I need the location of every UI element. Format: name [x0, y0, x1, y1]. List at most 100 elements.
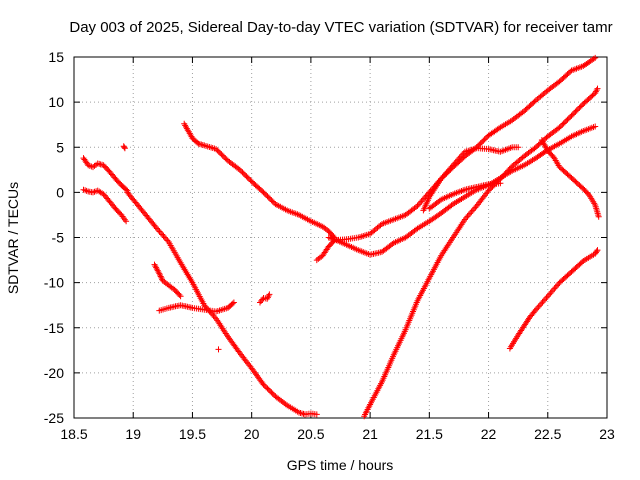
data-point	[268, 197, 275, 204]
data-point	[123, 218, 130, 225]
data-point	[481, 136, 488, 143]
data-point	[260, 381, 267, 388]
data-point	[559, 121, 566, 128]
chart-title: Day 003 of 2025, Sidereal Day-to-day VTE…	[69, 19, 612, 36]
data-point	[177, 293, 184, 300]
data-point	[561, 119, 568, 126]
x-tick-label: 23	[599, 426, 615, 442]
x-tick-label: 22	[481, 426, 497, 442]
data-point	[592, 54, 599, 61]
y-tick-label: -25	[44, 410, 64, 426]
data-point	[493, 179, 500, 186]
data-point	[594, 247, 601, 254]
data-point	[479, 139, 485, 145]
data-point	[218, 151, 225, 158]
data-point	[490, 182, 497, 189]
data-point	[263, 384, 270, 391]
data-point	[221, 153, 227, 160]
data-point	[268, 389, 275, 396]
data-point	[229, 300, 236, 307]
data-point	[267, 388, 274, 395]
data-point	[121, 144, 128, 151]
data-point	[515, 144, 522, 151]
data-point	[569, 111, 576, 118]
data-point	[263, 192, 270, 198]
data-point	[157, 273, 164, 280]
data-point	[123, 186, 130, 193]
data-point	[497, 175, 504, 182]
series-track-a	[80, 155, 131, 194]
x-tick-label: 20	[244, 426, 260, 442]
data-point	[264, 385, 271, 392]
data-point	[501, 171, 508, 178]
data-point	[266, 291, 273, 298]
data-point	[243, 173, 250, 180]
data-point	[504, 168, 510, 175]
data-point	[156, 270, 163, 277]
data-point	[176, 291, 183, 298]
data-point	[506, 166, 513, 172]
data-point	[595, 213, 602, 220]
data-point	[242, 172, 249, 178]
data-point	[567, 114, 574, 120]
series-track-b	[80, 186, 130, 225]
data-point	[264, 193, 271, 200]
data-point	[593, 87, 600, 94]
data-point	[572, 108, 579, 115]
data-point	[563, 117, 570, 124]
data-point	[477, 140, 484, 147]
data-point	[592, 123, 599, 130]
y-tick-label: -20	[44, 365, 64, 381]
data-point	[498, 174, 505, 181]
data-point	[217, 150, 224, 156]
series-track-d	[124, 189, 308, 418]
series-track-i	[426, 180, 504, 212]
data-point	[494, 178, 501, 185]
series-track-e	[302, 410, 320, 418]
data-point	[214, 147, 221, 154]
data-point	[238, 168, 245, 175]
data-point	[594, 85, 601, 92]
series-track-q	[215, 346, 222, 353]
data-point	[246, 175, 252, 182]
series-track-l	[506, 247, 601, 352]
series-track-j	[420, 144, 522, 214]
data-point	[577, 103, 584, 110]
series-track-o	[156, 299, 237, 315]
data-point	[557, 123, 564, 130]
data-point	[121, 145, 128, 152]
data-point	[236, 166, 243, 173]
data-point	[544, 293, 551, 300]
series-track-c	[120, 143, 128, 152]
data-point	[502, 170, 509, 177]
data-point	[265, 194, 272, 201]
series-track-k	[361, 85, 601, 420]
y-tick-label: -15	[44, 320, 64, 336]
series-track-n	[151, 261, 184, 300]
data-point	[267, 195, 274, 202]
data-point	[571, 110, 578, 117]
y-tick-label: -5	[52, 230, 65, 246]
data-point	[500, 173, 506, 179]
x-tick-label: 18.5	[60, 426, 87, 442]
data-point	[568, 112, 575, 119]
x-tick-label: 19.5	[179, 426, 206, 442]
x-tick-label: 21.5	[416, 426, 443, 442]
data-point	[244, 174, 251, 181]
data-point	[485, 187, 492, 194]
y-tick-label: 10	[48, 94, 64, 110]
data-point	[313, 411, 320, 418]
data-point	[573, 107, 580, 114]
data-point	[261, 190, 268, 197]
x-axis-label: GPS time / hours	[287, 457, 394, 473]
data-point	[222, 155, 229, 162]
data-point	[476, 141, 483, 148]
y-tick-label: -10	[44, 275, 64, 291]
data-point	[535, 303, 542, 310]
data-point	[239, 169, 246, 176]
data-point	[496, 177, 503, 184]
y-tick-label: 0	[56, 184, 64, 200]
data-point	[505, 167, 512, 174]
data-point	[213, 146, 220, 153]
